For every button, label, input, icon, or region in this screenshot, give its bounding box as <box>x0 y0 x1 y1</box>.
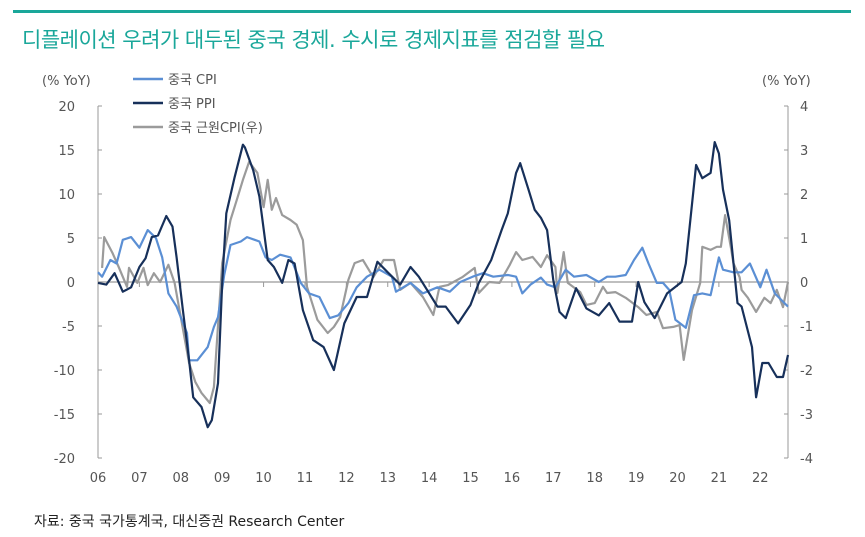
x-tick-label: 14 <box>421 471 438 486</box>
legend-label-2: 중국 근원CPI(우) <box>168 121 263 136</box>
x-tick-label: 22 <box>752 471 769 486</box>
y-left-label: (% YoY) <box>42 74 91 89</box>
series-line-2 <box>101 160 790 405</box>
y-left-tick-label: 15 <box>58 144 75 159</box>
x-tick-label: 18 <box>586 471 603 486</box>
x-tick-label: 20 <box>669 471 686 486</box>
y-right-tick-label: -2 <box>800 364 813 379</box>
x-tick-label: 15 <box>462 471 479 486</box>
x-tick-label: 19 <box>628 471 645 486</box>
series-line-0 <box>97 229 789 362</box>
x-tick-label: 12 <box>338 471 355 486</box>
x-tick-label: 08 <box>173 471 190 486</box>
legend-label-1: 중국 PPI <box>168 97 216 112</box>
x-tick-label: 16 <box>504 471 521 486</box>
x-tick-label: 11 <box>297 471 314 486</box>
header-rule <box>13 10 851 13</box>
legend-label-0: 중국 CPI <box>168 73 217 88</box>
y-right-label: (% YoY) <box>762 74 811 89</box>
source-note: 자료: 중국 국가통계국, 대신증권 Research Center <box>34 514 345 530</box>
y-right-tick-label: 4 <box>800 100 808 115</box>
y-left-tick-label: 5 <box>67 232 75 247</box>
series-lines <box>97 141 790 429</box>
y-right-tick-label: 1 <box>800 232 808 247</box>
y-right-tick-label: -1 <box>800 320 813 335</box>
y-right-tick-label: 0 <box>800 276 808 291</box>
x-tick-label: 09 <box>214 471 231 486</box>
x-tick-label: 07 <box>131 471 148 486</box>
y-right-tick-label: 3 <box>800 144 808 159</box>
x-tick-label: 13 <box>379 471 396 486</box>
page-title: 디플레이션 우려가 대두된 중국 경제. 수시로 경제지표를 점검할 필요 <box>22 28 605 52</box>
y-left-tick-label: 20 <box>58 100 75 115</box>
y-left-tick-label: -5 <box>62 320 75 335</box>
x-tick-label: 21 <box>711 471 728 486</box>
y-left-tick-label: -15 <box>54 408 75 423</box>
legend: 중국 CPI 중국 PPI 중국 근원CPI(우) <box>133 73 263 136</box>
x-tick-label: 17 <box>545 471 562 486</box>
y-left-tick-label: 10 <box>58 188 75 203</box>
y-left-tick-label: 0 <box>67 276 75 291</box>
y-right-tick-label: -4 <box>800 452 813 467</box>
y-right-tick-label: 2 <box>800 188 808 203</box>
y-left-tick-label: -10 <box>54 364 75 379</box>
series-line-1 <box>97 141 790 429</box>
x-tick-label: 06 <box>90 471 107 486</box>
x-tick-label: 10 <box>255 471 272 486</box>
y-left-tick-label: -20 <box>54 452 75 467</box>
y-right-tick-label: -3 <box>800 408 813 423</box>
